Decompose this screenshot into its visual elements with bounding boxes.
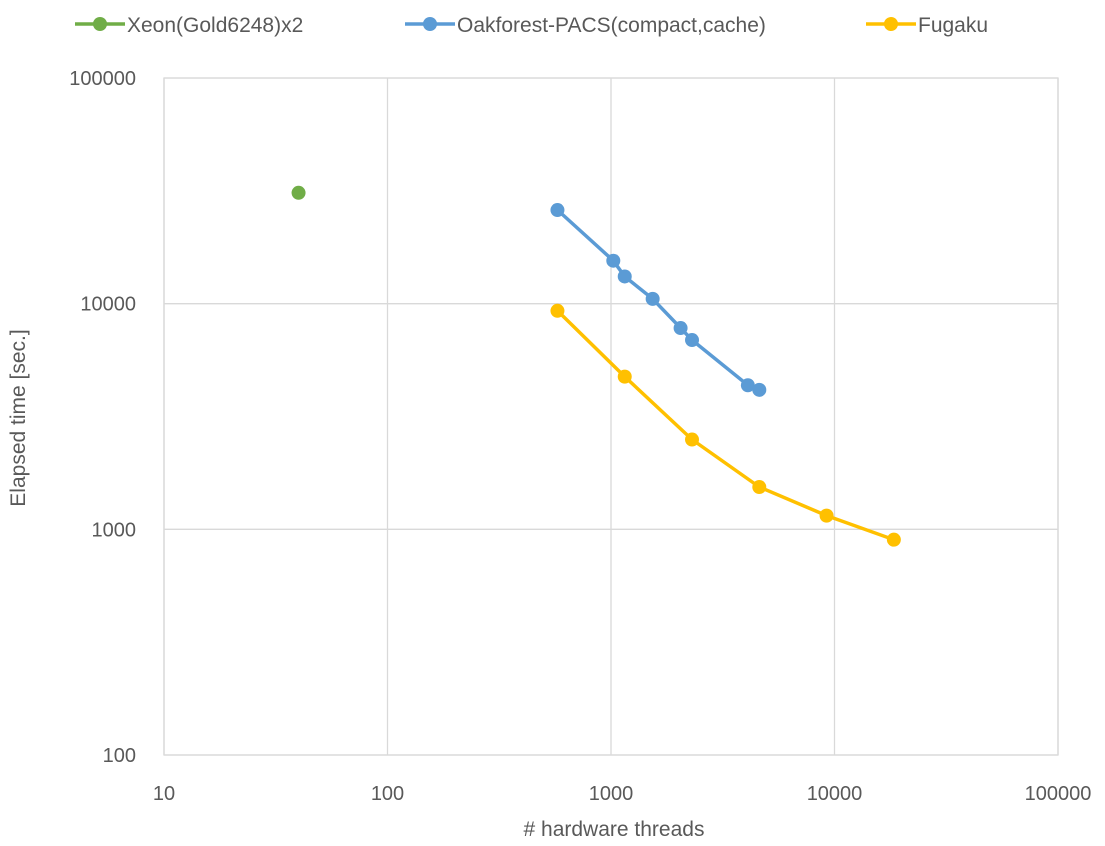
legend-swatch-marker xyxy=(423,17,437,31)
data-point xyxy=(685,432,700,447)
legend-swatch-marker xyxy=(93,17,107,31)
data-point xyxy=(886,532,901,547)
data-point xyxy=(645,291,660,306)
plot-area xyxy=(163,77,1059,756)
x-tick-label: 1000 xyxy=(589,783,634,805)
series-line xyxy=(556,309,895,542)
legend: Xeon(Gold6248)x2 Oakforest-PACS(compact,c… xyxy=(75,14,988,37)
x-tick-label: 10 xyxy=(153,783,175,805)
data-point xyxy=(819,508,834,523)
legend-swatch-marker xyxy=(884,17,898,31)
x-axis-ticks: 10 100 1000 10000 100000 xyxy=(153,783,1092,805)
y-tick-label: 10000 xyxy=(80,294,136,316)
legend-label: Oakforest-PACS(compact,cache) xyxy=(457,14,766,37)
data-point xyxy=(291,185,306,200)
data-point xyxy=(752,480,767,495)
y-axis-title: Elapsed time [sec.] xyxy=(7,329,30,506)
x-tick-label: 10000 xyxy=(807,783,863,805)
y-tick-label: 1000 xyxy=(92,519,137,541)
data-point xyxy=(617,369,632,384)
gridlines xyxy=(163,77,1059,756)
data-point xyxy=(550,203,565,218)
data-point xyxy=(617,269,632,284)
data-point xyxy=(673,321,688,336)
data-point xyxy=(550,303,565,318)
legend-label: Fugaku xyxy=(918,14,988,37)
y-axis-ticks: 100 1000 10000 100000 xyxy=(69,68,136,767)
plot-border xyxy=(163,77,1059,756)
data-point xyxy=(752,382,767,397)
x-tick-label: 100 xyxy=(371,783,404,805)
legend-item-2: Fugaku xyxy=(866,14,988,37)
data-point xyxy=(606,253,621,268)
series-2 xyxy=(550,303,901,547)
x-tick-label: 100000 xyxy=(1025,783,1092,805)
legend-item-1: Oakforest-PACS(compact,cache) xyxy=(405,14,766,37)
y-tick-label: 100 xyxy=(103,745,136,767)
data-point xyxy=(685,333,700,348)
legend-item-0: Xeon(Gold6248)x2 xyxy=(75,14,303,37)
series-0 xyxy=(291,185,306,200)
x-axis-title: # hardware threads xyxy=(524,818,705,841)
data-point xyxy=(740,378,755,393)
series-layer xyxy=(291,185,901,547)
series-1 xyxy=(550,203,767,397)
y-tick-label: 100000 xyxy=(69,68,136,90)
legend-label: Xeon(Gold6248)x2 xyxy=(127,14,303,37)
